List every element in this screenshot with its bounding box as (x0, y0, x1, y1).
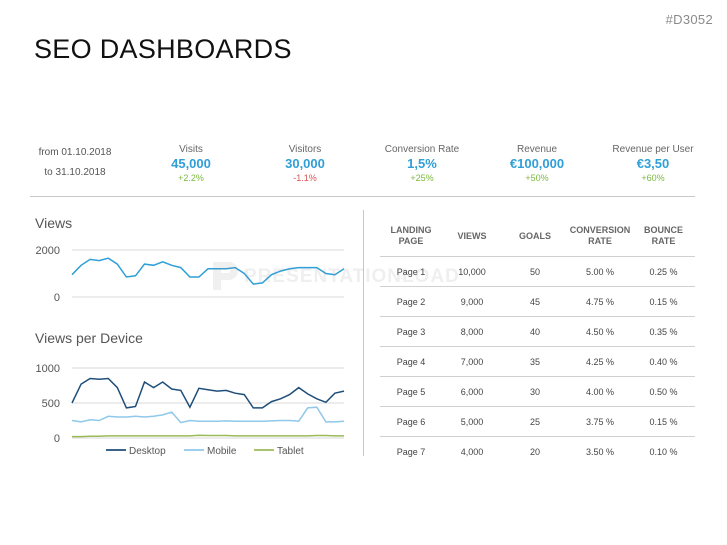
kpi-revenue-per-user: Revenue per User €3,50 +60% (588, 143, 718, 184)
cell-page: Page 6 (396, 416, 426, 427)
views-chart: 0 2000 (36, 245, 345, 304)
table-row: Page 5 6,000 30 4.00 % 0.50 % (380, 377, 695, 407)
cell-goals: 35 (529, 356, 540, 367)
kpi-value: 30,000 (285, 156, 325, 171)
series-line-desktop (71, 377, 345, 409)
series-line-views (71, 257, 345, 285)
header-views: VIEWS (457, 230, 487, 241)
kpi-label: Visits (179, 144, 203, 155)
cell-views: 9,000 (460, 296, 484, 307)
cell-conversion-rate: 4.00 % (585, 386, 615, 397)
series-line-mobile (71, 406, 345, 424)
table-row: Page 7 4,000 20 3.50 % 0.10 % (380, 437, 695, 466)
cell-views: 8,000 (460, 326, 484, 337)
cell-bounce-rate: 0.15 % (649, 296, 678, 307)
kpi-visitors: Visitors 30,000 -1.1% (240, 143, 370, 184)
table-row: Page 1 10,000 50 5.00 % 0.25 % (380, 257, 695, 287)
y-tick-label: 1000 (36, 363, 60, 375)
series-line-tablet (72, 434, 344, 438)
table-row: Page 4 7,000 35 4.25 % 0.40 % (380, 347, 695, 377)
cell-page: Page 1 (396, 266, 426, 277)
kpi-change: +25% (410, 173, 434, 183)
kpi-value: 45,000 (171, 156, 211, 171)
kpi-bar: from 01.10.2018 to 31.10.2018 Visits 45,… (30, 141, 695, 197)
cell-page: Page 3 (396, 326, 426, 337)
cell-bounce-rate: 0.40 % (649, 356, 678, 367)
kpi-label: Revenue (516, 144, 558, 155)
cell-bounce-rate: 0.10 % (649, 446, 678, 457)
cell-goals: 30 (529, 386, 540, 397)
kpi-label: Visitors (288, 144, 322, 155)
cell-views: 5,000 (460, 416, 484, 427)
legend-label-desktop: Desktop (129, 446, 166, 457)
table-row: Page 3 8,000 40 4.50 % 0.35 % (380, 317, 695, 347)
slide-id: #D3052 (665, 12, 713, 27)
y-tick-label: 2000 (36, 245, 60, 257)
cell-views: 10,000 (458, 266, 486, 277)
kpi-change: -1.1% (293, 173, 317, 183)
cell-views: 6,000 (460, 386, 484, 397)
cell-views: 7,000 (460, 356, 484, 367)
legend-label-tablet: Tablet (277, 446, 304, 457)
device-chart-title: Views per Device (35, 330, 143, 346)
kpi-value: €100,000 (509, 156, 565, 171)
cell-conversion-rate: 4.75 % (585, 296, 615, 307)
page-title: SEO DASHBOARDS (34, 34, 292, 64)
y-tick-label: 500 (42, 398, 60, 410)
table-header: LANDING PAGE VIEWS GOALS CONVERSION RATE… (380, 216, 695, 257)
y-tick-label: 0 (54, 433, 60, 445)
cell-goals: 20 (529, 446, 540, 457)
cell-bounce-rate: 0.50 % (649, 386, 678, 397)
cell-goals: 25 (529, 416, 540, 427)
legend-label-mobile: Mobile (207, 446, 237, 457)
date-range: from 01.10.2018 to 31.10.2018 (30, 143, 120, 183)
cell-page: Page 5 (396, 386, 426, 397)
panel-divider (363, 210, 364, 456)
cell-bounce-rate: 0.35 % (649, 326, 678, 337)
views-chart-title: Views (35, 215, 73, 231)
cell-conversion-rate: 5.00 % (585, 266, 615, 277)
cell-goals: 50 (529, 266, 540, 277)
cell-bounce-rate: 0.15 % (649, 416, 678, 427)
kpi-change: +2.2% (178, 173, 204, 183)
y-tick-label: 0 (54, 292, 60, 304)
cell-goals: 45 (529, 296, 540, 307)
kpi-conversion-rate: Conversion Rate 1,5% +25% (357, 143, 487, 184)
watermark-logo: PRESENTATIONLOAD (213, 262, 460, 290)
kpi-change: +50% (525, 173, 549, 183)
cell-conversion-rate: 3.75 % (585, 416, 615, 427)
kpi-value: 1,5% (407, 156, 437, 171)
kpi-revenue: Revenue €100,000 +50% (472, 143, 602, 184)
cell-page: Page 4 (396, 356, 426, 367)
header-landing-page: LANDING PAGE (390, 225, 432, 246)
header-conversion-rate: CONVERSION RATE (569, 225, 631, 246)
date-to: to 31.10.2018 (44, 167, 106, 178)
header-bounce-rate: BOUNCE RATE (643, 225, 683, 246)
cell-conversion-rate: 4.25 % (585, 356, 615, 367)
cell-bounce-rate: 0.25 % (649, 266, 678, 277)
kpi-change: +60% (641, 173, 665, 183)
kpi-value: €3,50 (636, 156, 670, 171)
watermark-text: PRESENTATIONLOAD (244, 266, 460, 287)
date-from: from 01.10.2018 (38, 147, 112, 158)
views-per-device-chart: 0 500 1000 Desktop Mobile Tablet (36, 363, 345, 457)
cell-views: 4,000 (460, 446, 484, 457)
cell-conversion-rate: 3.50 % (585, 446, 615, 457)
table-row: Page 6 5,000 25 3.75 % 0.15 % (380, 407, 695, 437)
kpi-label: Conversion Rate (384, 144, 460, 155)
landing-page-table: LANDING PAGE VIEWS GOALS CONVERSION RATE… (380, 216, 695, 466)
kpi-visits: Visits 45,000 +2.2% (126, 143, 256, 184)
cell-page: Page 2 (396, 296, 426, 307)
header-goals: GOALS (518, 230, 551, 241)
cell-page: Page 7 (396, 446, 426, 457)
cell-conversion-rate: 4.50 % (585, 326, 615, 337)
cell-goals: 40 (529, 326, 540, 337)
table-row: Page 2 9,000 45 4.75 % 0.15 % (380, 287, 695, 317)
kpi-label: Revenue per User (612, 144, 694, 155)
